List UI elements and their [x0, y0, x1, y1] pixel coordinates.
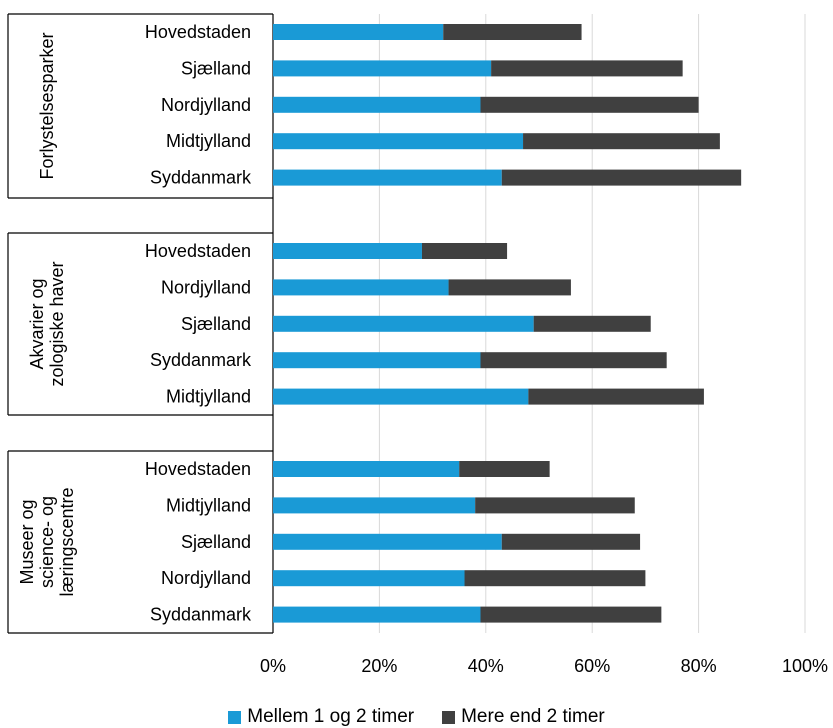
- category-label: Midtjylland: [166, 131, 251, 151]
- legend: Mellem 1 og 2 timer Mere end 2 timer: [0, 706, 833, 728]
- group-label: science- og: [37, 496, 57, 588]
- category-label: Hovedstaden: [145, 22, 251, 42]
- bar-mere-end-2-timer: [448, 279, 571, 296]
- category-label: Sjælland: [181, 532, 251, 552]
- legend-item-2: Mere end 2 timer: [442, 706, 605, 728]
- category-label: Syddanmark: [150, 168, 252, 188]
- group-label: Akvarier og: [27, 278, 47, 369]
- legend-swatch-1: [228, 710, 242, 724]
- x-tick-label: 0%: [260, 656, 286, 676]
- legend-swatch-2: [442, 710, 456, 724]
- bar-mere-end-2-timer: [464, 570, 646, 587]
- bar-mellem-1-og-2-timer: [273, 388, 529, 405]
- bar-mere-end-2-timer: [459, 461, 550, 477]
- bar-mellem-1-og-2-timer: [273, 96, 481, 113]
- bar-mere-end-2-timer: [528, 388, 704, 405]
- bar-mere-end-2-timer: [501, 169, 742, 186]
- category-label: Hovedstaden: [145, 459, 251, 479]
- bar-mellem-1-og-2-timer: [273, 606, 481, 623]
- bar-mere-end-2-timer: [475, 497, 635, 514]
- x-tick-label: 60%: [574, 656, 610, 676]
- category-label: Sjælland: [181, 314, 251, 334]
- bar-mere-end-2-timer: [480, 352, 667, 369]
- bar-mellem-1-og-2-timer: [273, 24, 444, 40]
- bar-mellem-1-og-2-timer: [273, 533, 502, 550]
- category-label: Midtjylland: [166, 495, 251, 515]
- bar-mere-end-2-timer: [421, 243, 508, 259]
- category-label: Nordjylland: [161, 95, 251, 115]
- bar-mellem-1-og-2-timer: [273, 279, 449, 296]
- bar-mellem-1-og-2-timer: [273, 133, 524, 150]
- category-label: Syddanmark: [150, 605, 252, 625]
- bar-mellem-1-og-2-timer: [273, 243, 422, 259]
- x-tick-label: 100%: [782, 656, 828, 676]
- bar-mere-end-2-timer: [491, 60, 683, 77]
- legend-item-1: Mellem 1 og 2 timer: [228, 706, 414, 728]
- group-label: zologiske haver: [47, 261, 67, 386]
- bar-mellem-1-og-2-timer: [273, 570, 465, 587]
- bar-mellem-1-og-2-timer: [273, 497, 476, 514]
- category-label: Syddanmark: [150, 350, 252, 370]
- bar-mellem-1-og-2-timer: [273, 352, 481, 369]
- bar-mere-end-2-timer: [523, 133, 720, 150]
- bar-mere-end-2-timer: [501, 533, 641, 550]
- legend-label-1: Mellem 1 og 2 timer: [247, 706, 415, 727]
- x-tick-label: 40%: [468, 656, 504, 676]
- x-tick-label: 80%: [681, 656, 717, 676]
- legend-label-2: Mere end 2 timer: [461, 706, 605, 727]
- category-label: Nordjylland: [161, 568, 251, 588]
- chart-svg: 0% 20% 40% 60% 80% 100% Hovedstaden Sjælland Nor…: [7, 13, 828, 676]
- bar-mellem-1-og-2-timer: [273, 461, 460, 477]
- category-label: Sjælland: [181, 58, 251, 78]
- bar-mellem-1-og-2-timer: [273, 315, 534, 332]
- category-label: Midtjylland: [166, 387, 251, 407]
- bar-mere-end-2-timer: [480, 96, 699, 113]
- bar-mere-end-2-timer: [533, 315, 651, 332]
- x-tick-label: 20%: [361, 656, 397, 676]
- category-label: Nordjylland: [161, 277, 251, 297]
- group-label: læringscentre: [57, 487, 77, 596]
- category-label: Hovedstaden: [145, 241, 251, 261]
- bar-mellem-1-og-2-timer: [273, 60, 492, 77]
- group-label: Museer og: [17, 499, 37, 584]
- bar-mere-end-2-timer: [443, 24, 582, 40]
- bar-mellem-1-og-2-timer: [273, 169, 502, 186]
- group-label: Forlystelsesparker: [37, 32, 57, 179]
- bar-mere-end-2-timer: [480, 606, 662, 623]
